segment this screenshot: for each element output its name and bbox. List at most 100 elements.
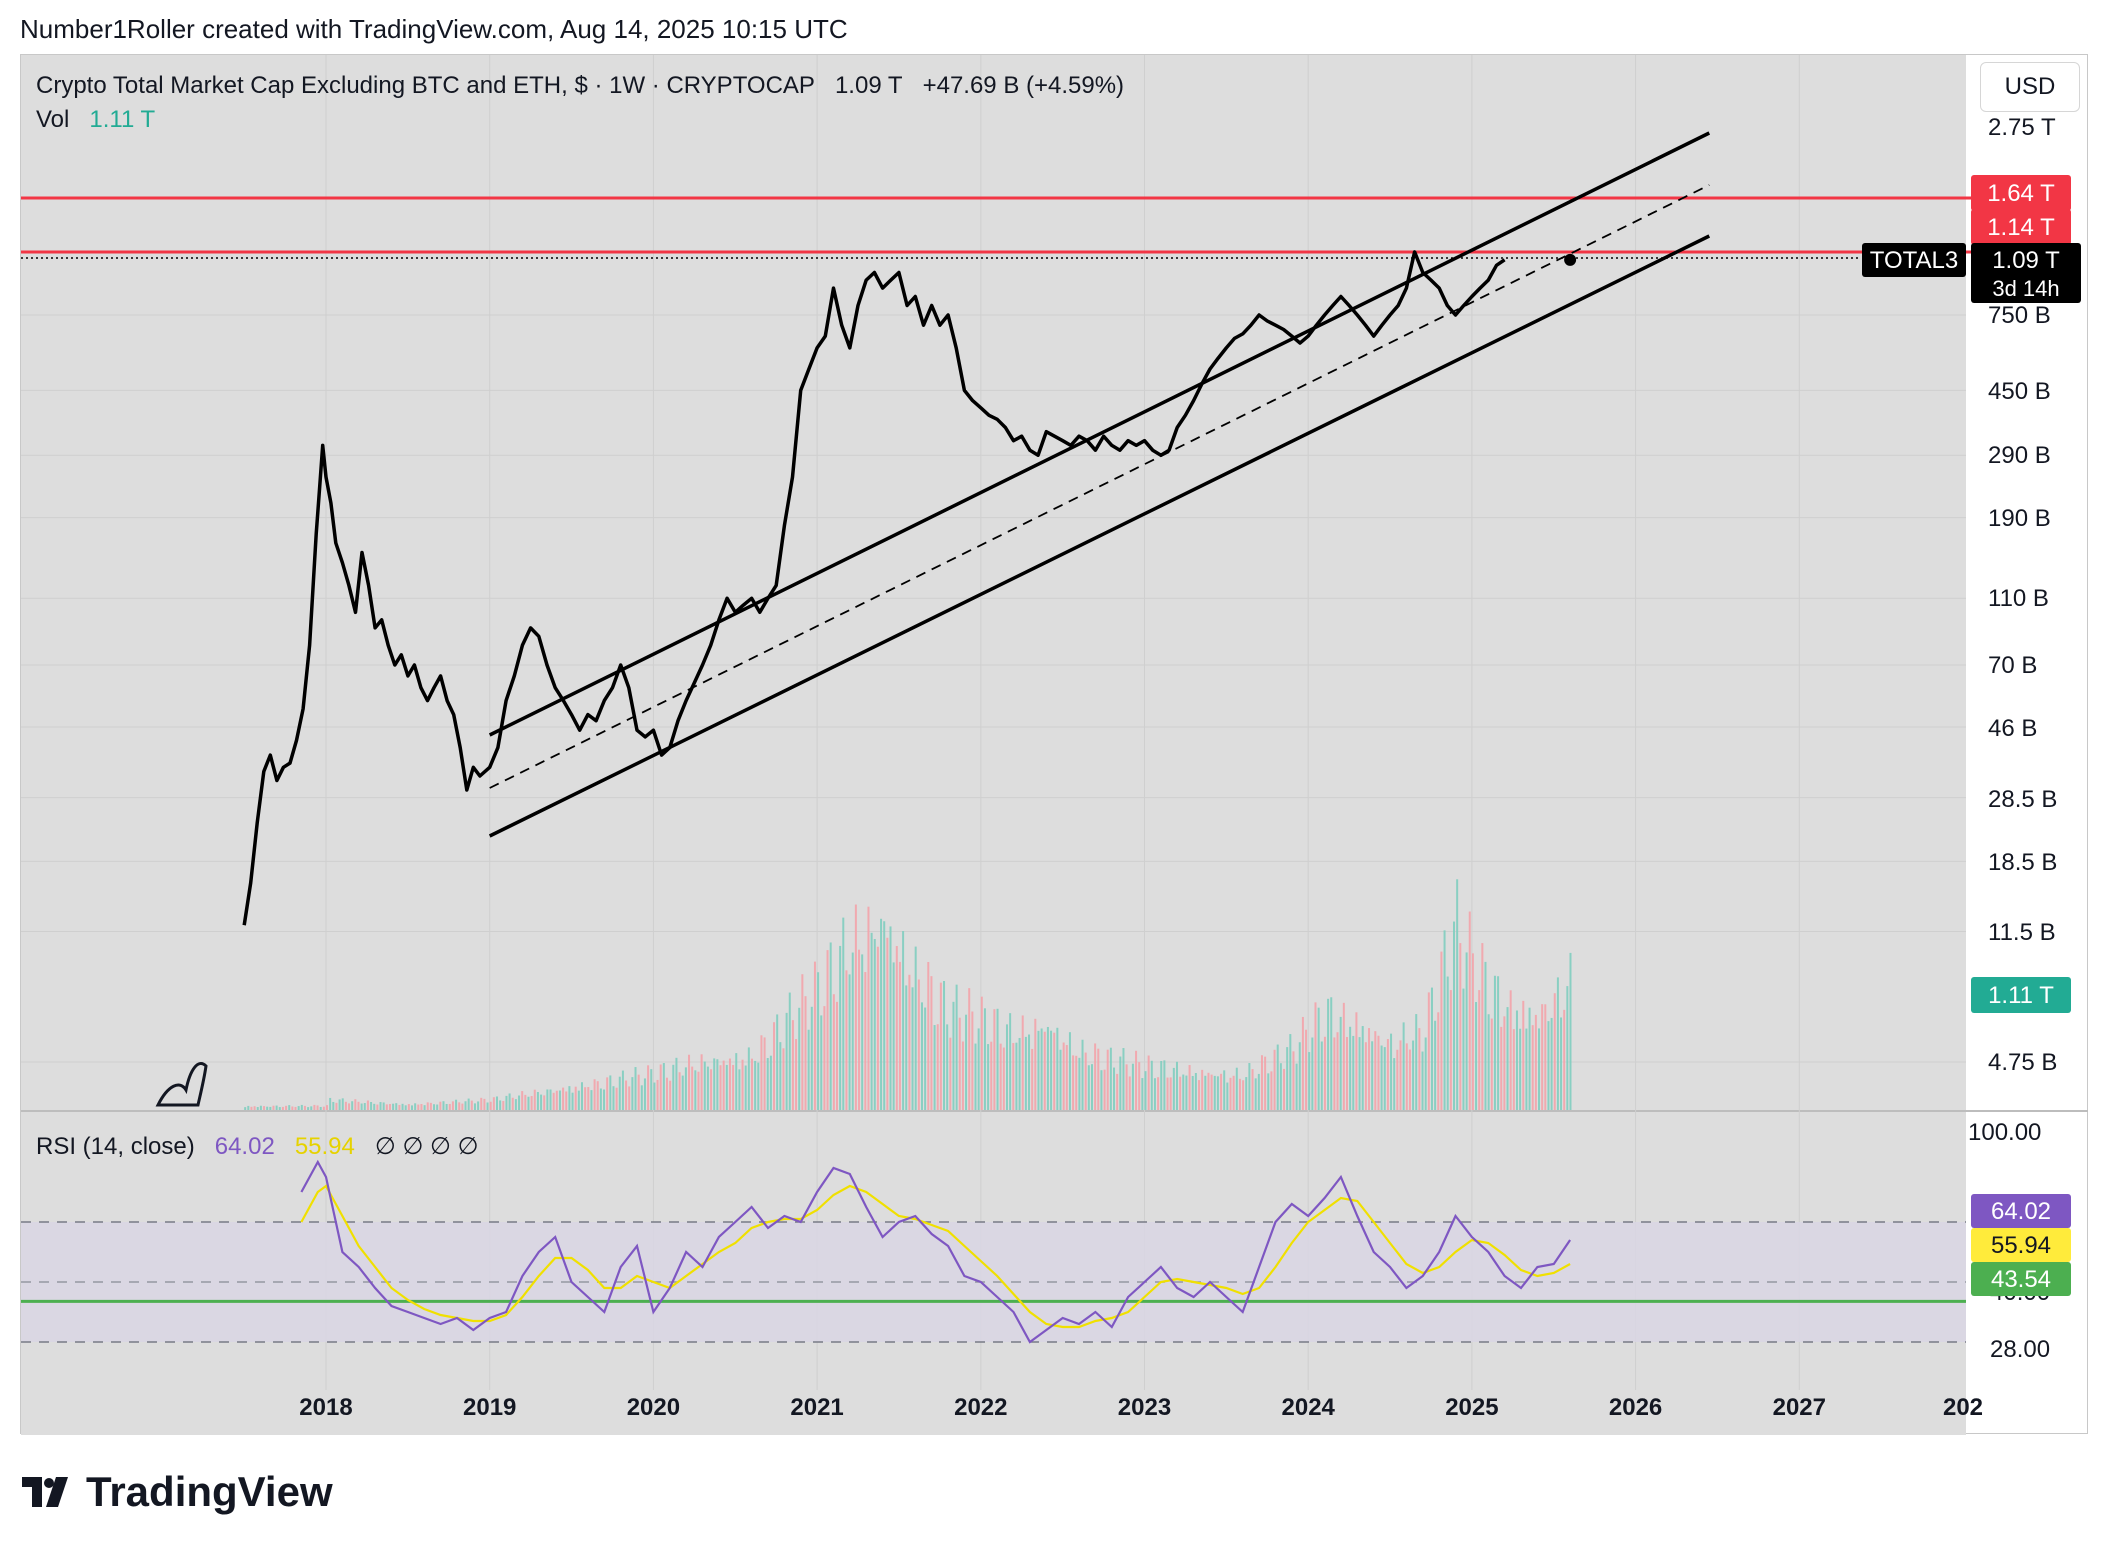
- volume-bar: [322, 1106, 325, 1110]
- volume-bar: [502, 1101, 505, 1110]
- price-axis-label: 70 B: [1988, 652, 2037, 679]
- price-axis-label: 110 B: [1988, 585, 2049, 612]
- volume-bar: [1525, 1028, 1528, 1110]
- volume-bar: [266, 1106, 269, 1110]
- volume-bar: [281, 1106, 284, 1110]
- volume-bar: [650, 1069, 653, 1110]
- volume-bar: [1270, 1071, 1273, 1110]
- volume-bar: [1179, 1076, 1182, 1110]
- volume-bar: [540, 1094, 543, 1110]
- time-axis-label: 2022: [954, 1394, 1007, 1421]
- currency-button[interactable]: USD: [1980, 62, 2080, 112]
- symbol-last: 1.09 T: [834, 72, 903, 99]
- volume-bar: [1094, 1043, 1097, 1110]
- volume-bar: [303, 1105, 306, 1110]
- volume-bar: [1191, 1075, 1194, 1110]
- rsi-ma-value: 55.94: [294, 1133, 355, 1160]
- volume-bar: [1264, 1056, 1267, 1110]
- volume-bar: [565, 1091, 568, 1110]
- volume-bar: [656, 1079, 659, 1110]
- volume-bar: [354, 1099, 357, 1110]
- volume-bar: [1229, 1077, 1232, 1110]
- tradingview-logo[interactable]: TradingView: [22, 1468, 333, 1516]
- volume-bar: [1028, 1034, 1031, 1110]
- volume-bar: [968, 988, 971, 1110]
- volume-bar: [1040, 1028, 1043, 1110]
- volume-bar: [398, 1104, 401, 1110]
- volume-bar: [1232, 1075, 1235, 1110]
- volume-bar: [1223, 1070, 1226, 1110]
- volume-bar: [606, 1077, 609, 1110]
- volume-bar: [952, 1001, 955, 1110]
- volume-bar: [514, 1099, 517, 1110]
- volume-bar: [480, 1097, 483, 1110]
- volume-bar: [1267, 1073, 1270, 1110]
- price-axis-label: 290 B: [1988, 442, 2051, 469]
- volume-bar: [851, 952, 854, 1110]
- volume-bar: [1166, 1077, 1169, 1110]
- volume-bar: [433, 1104, 436, 1110]
- volume-bar: [798, 1007, 801, 1110]
- volume-bar: [1538, 1028, 1541, 1110]
- last-price-dot: [1564, 253, 1577, 266]
- volume-bar: [1037, 1030, 1040, 1110]
- volume-bar: [1175, 1061, 1178, 1110]
- volume-bar: [310, 1106, 313, 1110]
- volume-bar: [521, 1091, 524, 1110]
- volume-bar: [895, 946, 898, 1110]
- volume-bar: [1519, 1028, 1522, 1110]
- volume-bar: [1286, 1047, 1289, 1110]
- volume-bar: [1405, 1043, 1408, 1110]
- volume-bar: [1471, 953, 1474, 1110]
- volume-bar: [1550, 1017, 1553, 1110]
- volume-bar: [329, 1097, 332, 1110]
- volume-bar: [473, 1103, 476, 1110]
- volume-bar: [653, 1082, 656, 1110]
- volume-bar: [757, 1062, 760, 1110]
- volume-bar: [1512, 1029, 1515, 1110]
- volume-bar: [1478, 990, 1481, 1110]
- volume-bar: [1569, 952, 1572, 1110]
- rsi-label: RSI (14, close): [36, 1133, 195, 1160]
- volume-bar: [244, 1107, 247, 1110]
- volume-bar: [382, 1102, 385, 1110]
- volume-bar: [706, 1066, 709, 1110]
- volume-bar: [1144, 1071, 1147, 1110]
- attribution-text: Number1Roller created with TradingView.c…: [20, 14, 848, 44]
- volume-bar: [773, 1022, 776, 1110]
- volume-bar: [1345, 1036, 1348, 1110]
- volume-bar: [1153, 1078, 1156, 1110]
- volume-bar: [609, 1075, 612, 1110]
- volume-bar: [1226, 1082, 1229, 1110]
- volume-bar: [776, 1014, 779, 1110]
- volume-bar: [930, 976, 933, 1110]
- volume-bar: [461, 1103, 464, 1110]
- volume-bar: [1500, 1026, 1503, 1110]
- volume-bar: [643, 1078, 646, 1110]
- volume-bar: [247, 1105, 250, 1110]
- volume-bar: [961, 1041, 964, 1110]
- volume-bar: [338, 1099, 341, 1110]
- volume-bar: [1128, 1076, 1131, 1110]
- volume-bar: [1421, 1051, 1424, 1110]
- volume-bar: [313, 1104, 316, 1110]
- volume-bar: [625, 1080, 628, 1110]
- volume-bar: [902, 931, 905, 1110]
- volume-bar: [1050, 1030, 1053, 1110]
- volume-bar: [1031, 1048, 1034, 1110]
- volume-bar: [911, 987, 914, 1110]
- volume-bar: [530, 1096, 533, 1110]
- volume-bar: [549, 1089, 552, 1110]
- volume-bar: [1465, 952, 1468, 1110]
- volume-bar: [395, 1103, 398, 1110]
- volume-bar: [1046, 1026, 1049, 1110]
- badge-rsi-green-bg: [1971, 1262, 2071, 1296]
- volume-bar: [1150, 1060, 1153, 1110]
- volume-bar: [1053, 1032, 1056, 1110]
- volume-bar: [499, 1100, 502, 1110]
- volume-bar: [700, 1054, 703, 1110]
- volume-bar: [713, 1058, 716, 1110]
- volume-bar: [1238, 1078, 1241, 1110]
- badge-symbol-tag-bg: [1862, 243, 1966, 277]
